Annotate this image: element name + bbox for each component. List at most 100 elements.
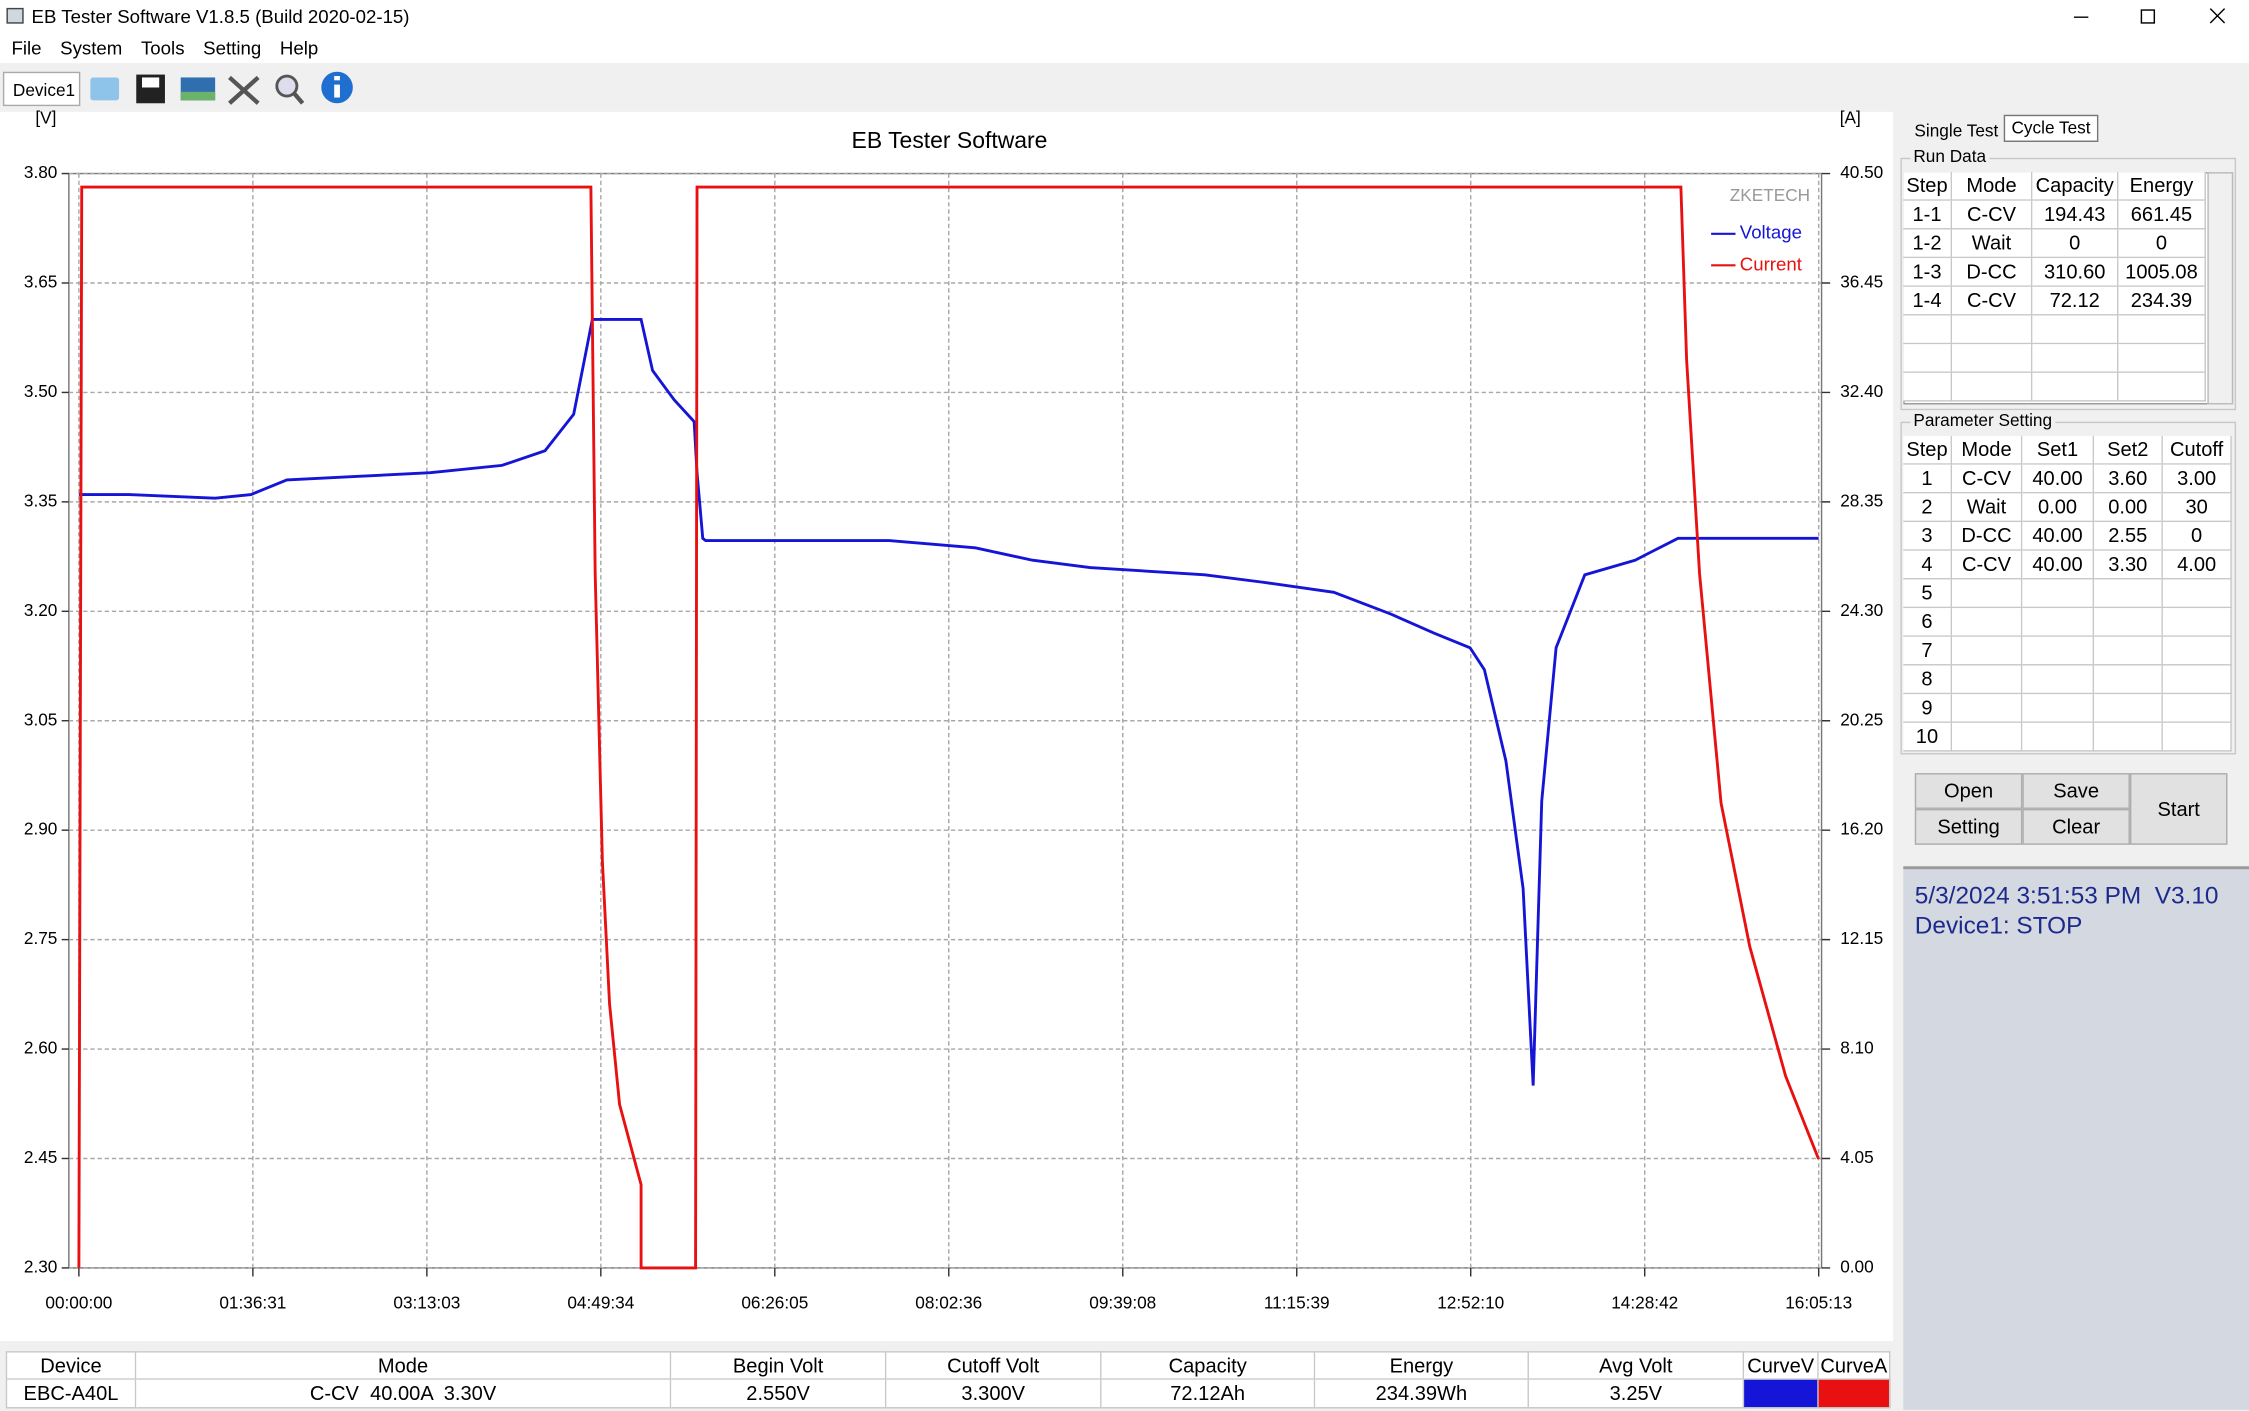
x-tick-label: 03:13:03	[393, 1292, 460, 1312]
table-cell: 3.30	[2094, 550, 2163, 580]
table-cell	[2032, 372, 2119, 402]
table-cell: C-CV	[1952, 286, 2033, 316]
column-header: Cutoff	[2162, 436, 2232, 465]
table-cell: 2.55	[2094, 522, 2163, 551]
table-cell	[1952, 315, 2033, 345]
button[interactable]: Clear	[2022, 808, 2130, 845]
open-icon[interactable]	[90, 77, 120, 101]
y2-tick-label: 16.20	[1840, 819, 1883, 839]
table-cell: 0	[2032, 229, 2119, 259]
group-box	[1900, 421, 2237, 755]
chart: EB Tester Software [V] [A] 2.30 2.45 2.60 2.75…	[0, 108, 1894, 1342]
close-button[interactable]	[2209, 8, 2226, 24]
table-cell: 3.300V	[886, 1379, 1102, 1409]
curve-color	[1744, 1379, 1819, 1409]
column-header: Set1	[2022, 436, 2095, 465]
tab[interactable]: Cycle Test	[2003, 114, 2099, 142]
restore-button[interactable]	[2140, 9, 2156, 24]
table-cell	[2022, 722, 2095, 752]
y-tick-label: 2.60	[24, 1038, 57, 1058]
column-header: CurveA	[1818, 1351, 1891, 1380]
table-cell	[1952, 608, 2023, 637]
button[interactable]: Setting	[1914, 808, 2023, 845]
menu-item[interactable]: System	[60, 37, 123, 59]
menu-item[interactable]: Help	[279, 37, 319, 59]
status-panel	[1903, 866, 2249, 1410]
legend-label: Current	[1740, 253, 1803, 274]
table-cell: 8	[1903, 665, 1953, 695]
menu-item[interactable]: Setting	[203, 37, 262, 59]
series-line	[78, 318, 1819, 1086]
menu-item[interactable]: File	[11, 37, 42, 59]
table-cell: 0.00	[2094, 493, 2163, 523]
column-header: Capacity	[1101, 1351, 1316, 1380]
table-cell: 3	[1903, 522, 1953, 551]
table-cell	[1903, 372, 1953, 402]
y2-tick-label: 4.05	[1840, 1147, 1873, 1167]
column-header: Step	[1903, 436, 1953, 465]
table-cell: Wait	[1952, 493, 2023, 523]
table-cell: 30	[2162, 493, 2232, 523]
y-tick-label: 3.80	[24, 162, 57, 182]
watermark: ZKETECH	[1730, 185, 1810, 205]
y2-tick-label: 8.10	[1840, 1038, 1873, 1058]
table-cell	[1952, 372, 2033, 402]
y-tick-label: 2.45	[24, 1147, 57, 1167]
y-tick-label: 3.35	[24, 490, 57, 510]
column-header: Cutoff Volt	[886, 1351, 1102, 1380]
tools-icon[interactable]	[228, 75, 260, 105]
y-tick-label: 2.30	[24, 1256, 57, 1276]
table-cell	[1952, 694, 2023, 723]
window-controls	[2073, 8, 2226, 24]
table-cell: 234.39Wh	[1315, 1379, 1529, 1409]
table-cell	[1952, 344, 2033, 373]
status-line: Device1: STOP	[1914, 912, 2083, 940]
table-cell: 7	[1903, 636, 1953, 666]
table-cell	[2022, 608, 2095, 637]
column-header: Device	[5, 1351, 137, 1380]
search-icon[interactable]	[275, 74, 299, 98]
scrollbar[interactable]	[2207, 172, 2234, 405]
group-title: Run Data	[1910, 146, 1989, 167]
app-icon	[6, 7, 24, 24]
table-cell: 4	[1903, 550, 1953, 580]
x-tick-label: 16:05:13	[1785, 1292, 1852, 1312]
table-cell: 0.00	[2022, 493, 2095, 523]
table-cell	[2022, 665, 2095, 695]
y2-axis-label: [A]	[1840, 108, 1861, 128]
y-tick-label: 3.65	[24, 272, 57, 292]
table-cell: 661.45	[2118, 200, 2206, 230]
device-tab[interactable]: Device1	[2, 71, 81, 107]
column-header: Mode	[1952, 172, 2033, 201]
table-cell: 40.00	[2022, 550, 2095, 580]
table-cell: C-CV	[1952, 550, 2023, 580]
tab[interactable]: Single Test	[1914, 120, 1999, 141]
y2-tick-label: 20.25	[1840, 709, 1883, 729]
table-cell: D-CC	[1952, 522, 2023, 551]
group-box	[1900, 157, 2237, 411]
menu-item[interactable]: Tools	[140, 37, 185, 59]
table-cell: 72.12	[2032, 286, 2119, 316]
table-cell	[1952, 722, 2023, 752]
window-title: EB Tester Software V1.8.5 (Build 2020-02…	[31, 5, 410, 28]
status-line: 5/3/2024 3:51:53 PM V3.10	[1914, 882, 2219, 910]
x-tick-label: 09:39:08	[1089, 1292, 1156, 1312]
table-cell	[2162, 608, 2232, 637]
table-cell: Wait	[1952, 229, 2033, 259]
table-cell: C-CV 40.00A 3.30V	[136, 1379, 672, 1409]
table-cell	[2162, 579, 2232, 609]
title-bar	[0, 0, 2249, 35]
button[interactable]: Start	[2129, 773, 2228, 845]
table-cell	[2094, 694, 2163, 723]
table-cell: D-CC	[1952, 258, 2033, 287]
group-title: Parameter Setting	[1910, 410, 2055, 431]
table-cell: 40.00	[2022, 464, 2095, 494]
toolbar	[0, 65, 2249, 112]
table-cell	[1952, 665, 2023, 695]
button[interactable]: Open	[1914, 773, 2023, 809]
button[interactable]: Save	[2022, 773, 2130, 809]
summary-table: Device EBC-A40L Mode C-CV 40.00A 3.30V Begin…	[0, 1348, 1894, 1410]
table-cell	[2094, 722, 2163, 752]
table-cell	[1952, 636, 2023, 666]
table-cell: 6	[1903, 608, 1953, 637]
